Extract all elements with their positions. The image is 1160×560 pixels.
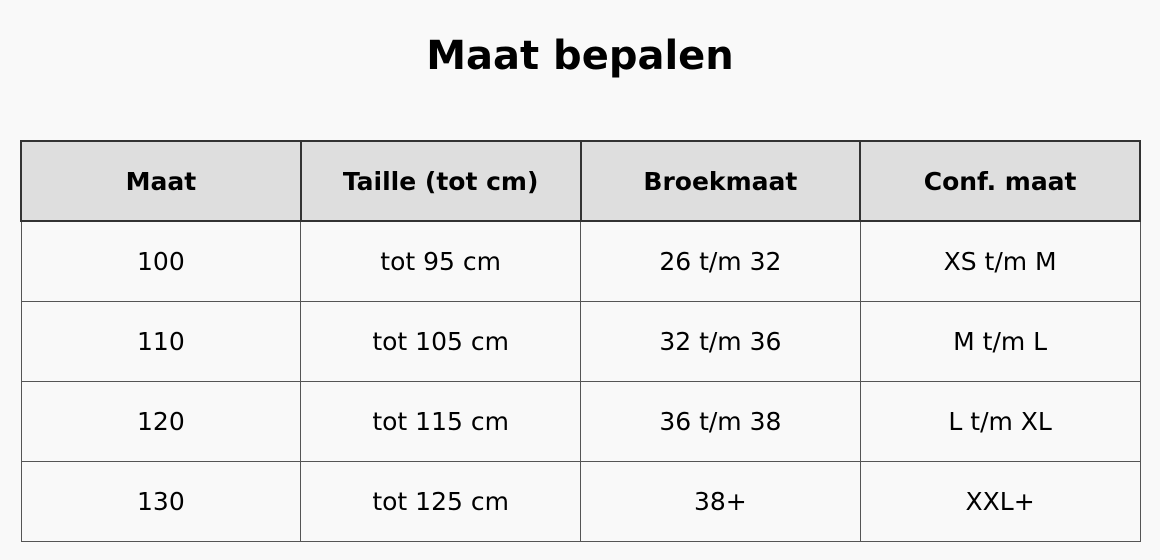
cell: 120 bbox=[20, 381, 302, 462]
cell: 26 t/m 32 bbox=[580, 220, 861, 302]
cell: XXL+ bbox=[859, 461, 1141, 542]
cell: 130 bbox=[20, 461, 302, 542]
cell: 110 bbox=[20, 301, 302, 382]
cell: tot 115 cm bbox=[300, 381, 581, 462]
cell: XS t/m M bbox=[859, 220, 1141, 302]
cell: 36 t/m 38 bbox=[580, 381, 861, 462]
cell: tot 95 cm bbox=[300, 220, 581, 302]
header-broekmaat: Broekmaat bbox=[579, 140, 862, 222]
header-maat: Maat bbox=[20, 140, 302, 222]
cell: M t/m L bbox=[859, 301, 1141, 382]
header-conf-maat: Conf. maat bbox=[859, 140, 1141, 222]
header-taille: Taille (tot cm) bbox=[299, 140, 582, 222]
table-row: 110 tot 105 cm 32 t/m 36 M t/m L bbox=[20, 301, 1141, 382]
table-row: 130 tot 125 cm 38+ XXL+ bbox=[20, 461, 1141, 542]
cell: 32 t/m 36 bbox=[580, 301, 861, 382]
cell: 100 bbox=[20, 220, 302, 302]
header-row: Maat Taille (tot cm) Broekmaat Conf. maa… bbox=[20, 140, 1141, 222]
cell: tot 105 cm bbox=[300, 301, 581, 382]
page-title: Maat bepalen bbox=[426, 33, 734, 79]
size-table: Maat Taille (tot cm) Broekmaat Conf. maa… bbox=[20, 140, 1141, 542]
cell: tot 125 cm bbox=[300, 461, 581, 542]
table-row: 120 tot 115 cm 36 t/m 38 L t/m XL bbox=[20, 381, 1141, 462]
table-row: 100 tot 95 cm 26 t/m 32 XS t/m M bbox=[20, 220, 1141, 302]
cell: L t/m XL bbox=[859, 381, 1141, 462]
cell: 38+ bbox=[580, 461, 861, 542]
